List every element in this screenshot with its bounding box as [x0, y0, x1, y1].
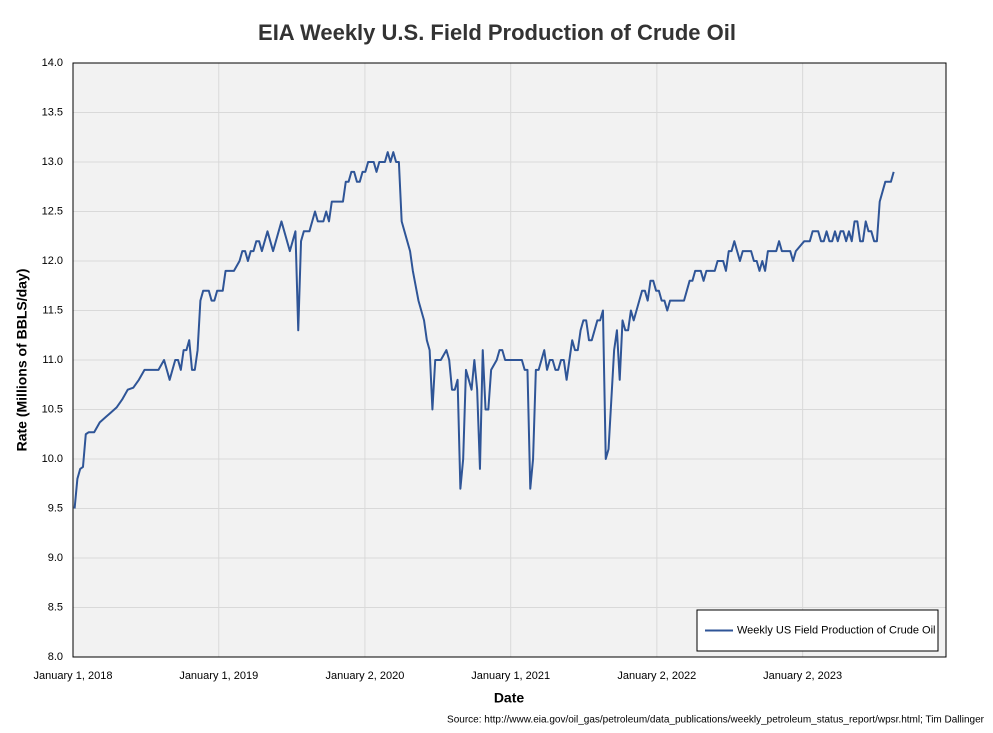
y-tick-label: 11.0 [42, 354, 63, 366]
y-tick-label: 10.5 [42, 403, 63, 415]
y-tick-label: 8.0 [48, 651, 63, 663]
y-tick-label: 14.0 [42, 57, 63, 69]
y-tick-label: 8.5 [48, 601, 63, 613]
x-tick-label: January 1, 2018 [34, 670, 113, 682]
y-tick-label: 9.5 [48, 502, 63, 514]
legend-label: Weekly US Field Production of Crude Oil [737, 624, 936, 636]
x-axis-label: Date [494, 690, 525, 706]
y-tick-label: 10.0 [42, 453, 63, 465]
legend-box [696, 609, 939, 652]
chart-title: EIA Weekly U.S. Field Production of Crud… [258, 20, 736, 45]
x-tick-label: January 2, 2023 [763, 670, 842, 682]
legend: Weekly US Field Production of Crude Oil [696, 609, 939, 652]
y-axis-label: Rate (Millions of BBLS/day) [14, 269, 30, 452]
plot-border [72, 62, 947, 658]
x-tick-label: January 2, 2020 [325, 670, 404, 682]
y-tick-label: 9.0 [48, 552, 63, 564]
source-note: Source: http://www.eia.gov/oil_gas/petro… [447, 715, 985, 726]
y-tick-label: 13.0 [42, 156, 63, 168]
y-tick-label: 11.5 [42, 304, 63, 316]
y-tick-label: 12.5 [42, 205, 63, 217]
x-tick-label: January 1, 2019 [179, 670, 258, 682]
x-tick-label: January 2, 2022 [617, 670, 696, 682]
data-line [73, 151, 895, 509]
y-tick-label: 13.5 [42, 106, 63, 118]
x-tick-label: January 1, 2021 [471, 670, 550, 682]
y-tick-label: 12.0 [42, 255, 63, 267]
